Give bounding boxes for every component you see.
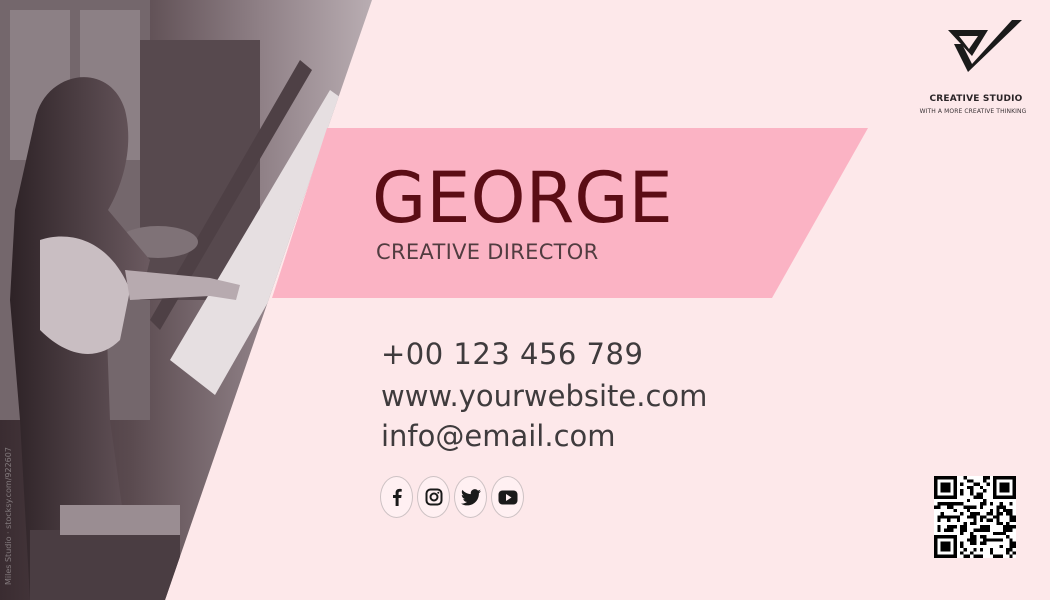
company-tagline: WITH A MORE CREATIVE THINKING [919,108,1027,115]
artist-photo: Miles Studio · stocksy.com/922607 [0,0,372,600]
twitter-icon[interactable] [454,476,487,518]
email-link[interactable]: info@email.com [381,419,616,453]
company-name: CREATIVE STUDIO [929,94,1023,104]
social-links [380,476,524,518]
studio-logo [942,16,1028,88]
qr-code [934,476,1016,558]
person-name: GEORGE [372,157,673,239]
photo-credit: Miles Studio · stocksy.com/922607 [4,447,13,585]
job-title: CREATIVE DIRECTOR [376,240,599,264]
facebook-icon[interactable] [380,476,413,518]
name-ribbon [272,128,868,298]
phone-number: +00 123 456 789 [381,337,644,371]
youtube-icon[interactable] [491,476,524,518]
instagram-icon[interactable] [417,476,450,518]
website-link[interactable]: www.yourwebsite.com [381,379,708,413]
